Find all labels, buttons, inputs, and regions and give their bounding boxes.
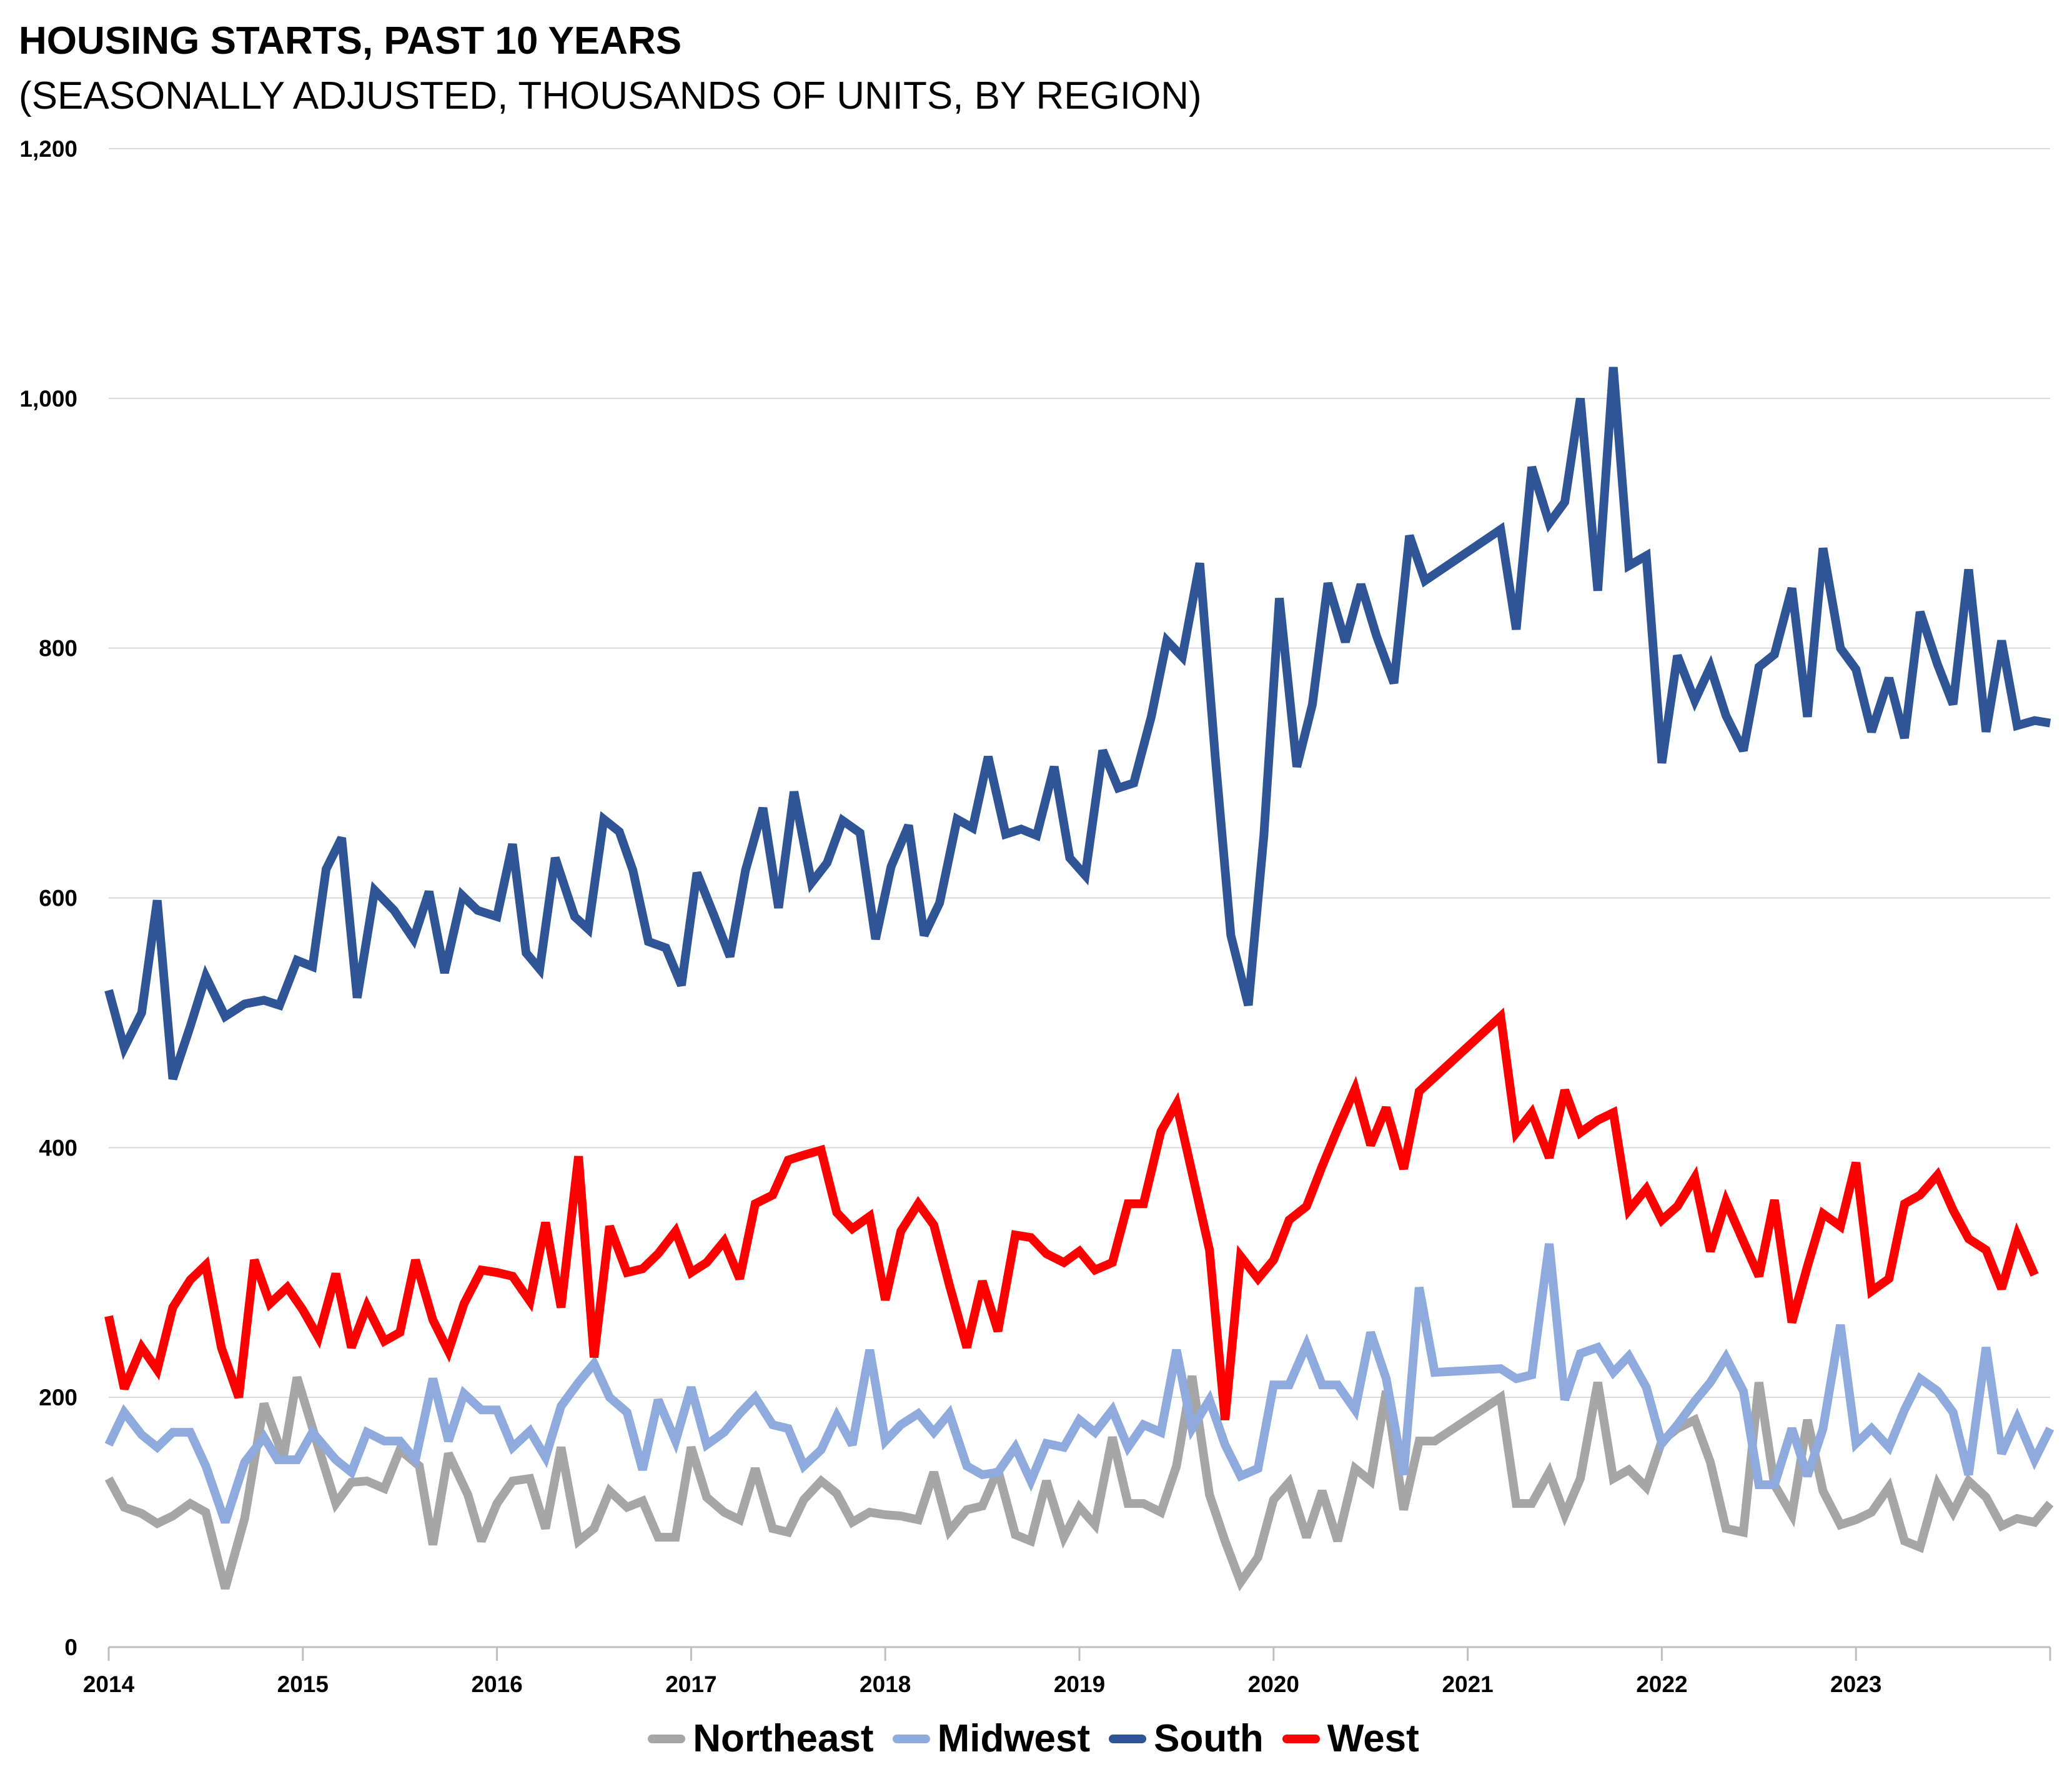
legend-swatch-midwest — [892, 1734, 930, 1743]
chart-subtitle: (SEASONALLY ADJUSTED, THOUSANDS OF UNITS… — [19, 74, 1202, 117]
legend-swatch-south — [1109, 1734, 1147, 1743]
y-tick-label: 0 — [64, 1635, 77, 1660]
legend-label-northeast: Northeast — [693, 1717, 874, 1760]
gridlines — [109, 148, 2050, 1398]
x-tick-label: 2018 — [860, 1671, 911, 1697]
legend-label-south: South — [1154, 1717, 1264, 1760]
x-tick-label: 2020 — [1248, 1671, 1299, 1697]
axes: 0 200 400 600 800 1,000 1,200 2014 2015 2016 2017 2… — [19, 136, 2051, 1697]
legend-item-west: West — [1282, 1716, 1419, 1761]
y-tick-label: 1,000 — [19, 386, 77, 412]
legend-label-midwest: Midwest — [937, 1717, 1091, 1760]
chart-title: HOUSING STARTS, PAST 10 YEARS — [19, 19, 682, 62]
x-tick-label: 2017 — [665, 1671, 716, 1697]
y-tick-label: 600 — [39, 886, 77, 911]
x-tick-label: 2023 — [1830, 1671, 1881, 1697]
x-tick-label: 2015 — [277, 1671, 329, 1697]
x-tick-label: 2022 — [1636, 1671, 1687, 1697]
series-line-midwest — [104, 1243, 2055, 1524]
legend: Northeast Midwest South West — [0, 1716, 2067, 1761]
legend-item-south: South — [1109, 1716, 1264, 1761]
x-tick-label: 2016 — [471, 1671, 522, 1697]
legend-item-midwest: Midwest — [892, 1716, 1091, 1761]
series-line-south — [104, 367, 2051, 1081]
legend-swatch-west — [1282, 1734, 1320, 1743]
y-tick-label: 200 — [39, 1385, 77, 1410]
legend-item-northeast: Northeast — [648, 1716, 874, 1761]
series-lines — [104, 367, 2055, 1592]
x-tick-label: 2019 — [1054, 1671, 1105, 1697]
legend-swatch-northeast — [648, 1734, 686, 1743]
x-tick-label: 2014 — [83, 1671, 135, 1697]
y-tick-label: 1,200 — [19, 136, 77, 162]
x-tick-label: 2021 — [1442, 1671, 1493, 1697]
y-tick-label: 800 — [39, 636, 77, 661]
series-line-northeast — [104, 1375, 2054, 1592]
y-tick-label: 400 — [39, 1135, 77, 1161]
legend-label-west: West — [1327, 1717, 1419, 1760]
series-line-west — [104, 1007, 2039, 1420]
